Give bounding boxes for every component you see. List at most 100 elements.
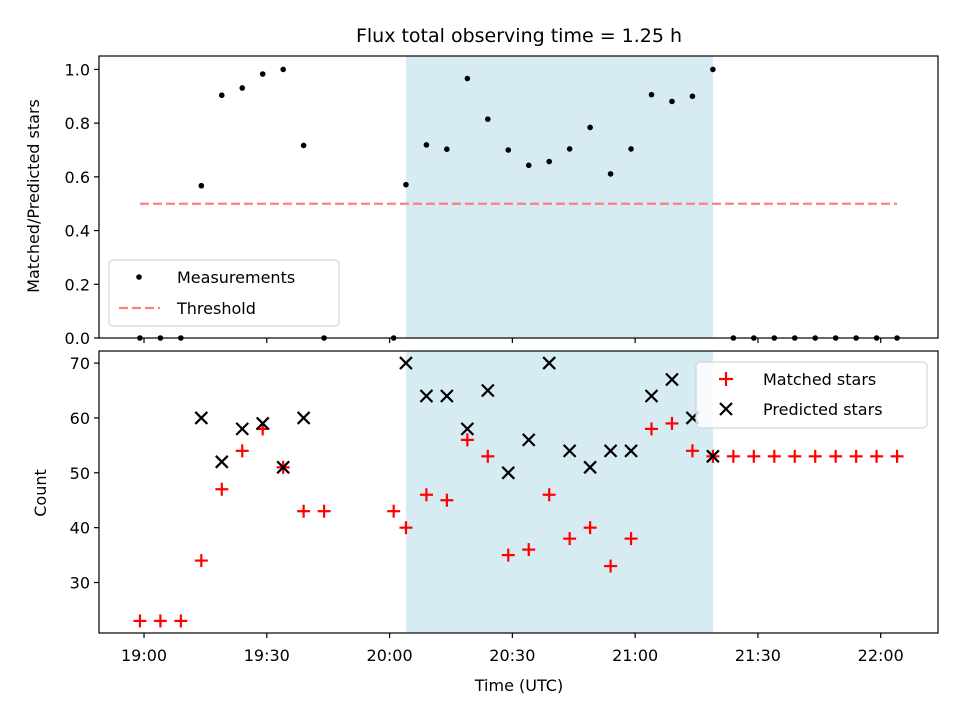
measurement-point [218, 92, 225, 99]
matched-star-point [563, 532, 577, 546]
top-ytick-label: 0.2 [65, 275, 90, 294]
predicted-star-point [603, 444, 618, 458]
measurement-point [485, 116, 491, 122]
top-ytick-label: 0.4 [65, 222, 90, 241]
top-ytick-label: 0.6 [65, 168, 90, 187]
matched-star-point [665, 416, 679, 430]
measurement-point [423, 142, 430, 148]
top-ytick-label: 1.0 [65, 60, 90, 79]
matched-star-point [297, 504, 311, 518]
legend-predicted-marker [719, 402, 733, 416]
predicted-star-point [255, 416, 270, 431]
predicted-star-point [460, 422, 475, 436]
legend-matched-marker [719, 372, 733, 386]
measurement-points [137, 66, 900, 341]
measurement-point [628, 146, 634, 152]
bottom-y-ticks: 30 40 50 60 70 [70, 354, 99, 593]
top-panel: 0.0 0.2 0.4 0.6 0.8 1.0 Flux total observing … [24, 25, 939, 348]
matched-star-point [235, 444, 249, 458]
bottom-xtick-label: 19:00 [121, 646, 167, 665]
bottom-xtick-label: 21:00 [612, 646, 658, 665]
bottom-axes-frame [98, 350, 939, 634]
top-legend: Measurements Threshold [108, 259, 340, 327]
matched-star-point [419, 488, 433, 502]
predicted-star-point [399, 356, 413, 370]
top-title: Flux total observing time = 1.25 h [356, 25, 682, 47]
predicted-star-point [440, 389, 454, 403]
measurement-point [403, 181, 409, 188]
matched-star-point [645, 422, 659, 436]
predicted-star-point [296, 411, 311, 425]
predicted-star-point [194, 411, 209, 425]
measurement-point [648, 91, 655, 98]
matched-star-point [174, 614, 188, 628]
predicted-star-point [542, 356, 556, 370]
matched-star-point [542, 488, 556, 502]
predicted-star-point [583, 460, 597, 475]
matched-star-point [317, 504, 331, 518]
measurement-point [198, 182, 205, 189]
matched-star-point [726, 449, 740, 463]
matched-star-point [481, 449, 495, 463]
measurement-point [239, 85, 246, 91]
top-y-ticks: 0.0 0.2 0.4 0.6 0.8 1.0 [65, 60, 99, 348]
matched-star-point [583, 521, 597, 535]
legend-measurements-label: Measurements [177, 268, 295, 287]
legend-matched-label: Matched stars [763, 370, 876, 389]
predicted-star-point [215, 455, 229, 469]
matched-star-point [767, 449, 781, 463]
bottom-ytick-label: 50 [70, 464, 90, 483]
bottom-ytick-label: 40 [70, 519, 90, 538]
top-legend-box [108, 259, 340, 327]
predicted-star-point [644, 389, 659, 403]
measurement-point [689, 93, 696, 100]
measurement-point [710, 66, 716, 73]
bottom-xtick-label: 20:30 [489, 646, 535, 665]
legend-predicted-label: Predicted stars [763, 400, 883, 419]
measurement-point [259, 71, 266, 77]
measurement-point [444, 146, 450, 152]
matched-star-point [215, 482, 229, 496]
predicted-star-point [501, 466, 516, 480]
bottom-xtick-label: 20:00 [367, 646, 413, 665]
measurement-point [280, 66, 286, 73]
x-axis-label: Time (UTC) [474, 676, 563, 695]
predicted-star-point [235, 422, 250, 436]
top-ytick-label: 0.0 [65, 329, 90, 348]
matched-star-point [399, 521, 413, 535]
bottom-legend: Matched stars Predicted stars [695, 361, 928, 429]
top-x-ticks [143, 338, 882, 343]
matched-star-point [501, 548, 515, 562]
predicted-star-point [481, 383, 495, 398]
matched-star-point [387, 504, 401, 518]
matched-star-point [194, 554, 208, 568]
bottom-xtick-label: 22:00 [858, 646, 904, 665]
predicted-star-point [521, 433, 536, 447]
predicted-star-point [624, 444, 638, 458]
measurement-point [300, 142, 307, 149]
matched-star-point [153, 614, 167, 628]
matched-star-point [624, 532, 638, 546]
bottom-xtick-label: 19:30 [244, 646, 290, 665]
matched-star-point [788, 449, 802, 463]
legend-threshold-label: Threshold [176, 299, 256, 318]
measurement-point [587, 124, 593, 131]
matched-star-point [133, 614, 147, 628]
measurement-point [546, 158, 552, 165]
bottom-x-ticks: 19:00 19:30 20:00 20:30 21:00 21:30 22:00 [121, 633, 904, 665]
top-highlight-span [405, 56, 713, 338]
measurement-point [464, 75, 471, 82]
top-y-axis-label: Matched/Predicted stars [24, 99, 43, 293]
predicted-star-point [276, 460, 290, 475]
bottom-xtick-label: 21:30 [735, 646, 781, 665]
bottom-highlight-span [405, 351, 713, 633]
matched-star-point [604, 559, 618, 573]
measurement-point [525, 162, 532, 169]
top-axes-frame [98, 55, 939, 339]
legend-measurements-marker [136, 274, 142, 280]
matched-star-point [870, 449, 884, 463]
matched-star-point [522, 543, 536, 557]
measurement-point [505, 147, 512, 153]
matched-star-point [460, 433, 474, 447]
